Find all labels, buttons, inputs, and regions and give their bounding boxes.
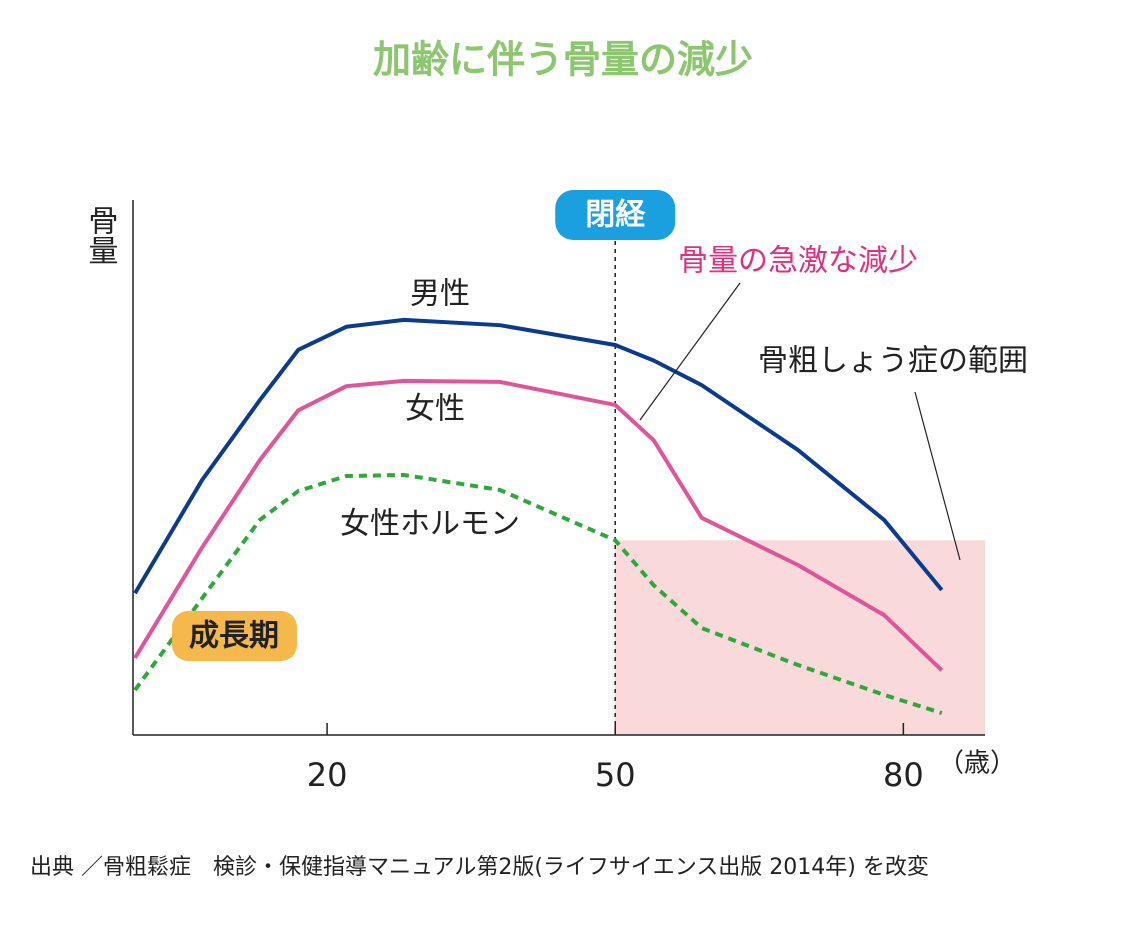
series-label: 女性ホルモン xyxy=(340,507,520,542)
series-line xyxy=(133,472,943,715)
series-line xyxy=(133,317,944,595)
growth-label: 成長期 xyxy=(189,619,279,654)
region-label: 骨粗しょう症の範囲 xyxy=(758,344,1028,379)
menopause-label: 閉経 xyxy=(585,198,646,233)
chart-title: 加齢に伴う骨量の減少 xyxy=(373,38,753,82)
x-tick-label: 50 xyxy=(595,756,636,794)
series-line xyxy=(133,378,944,672)
growth-badge xyxy=(172,611,297,661)
region-leader xyxy=(914,391,961,561)
series-label: 男性 xyxy=(410,277,470,312)
x-tick-label: 20 xyxy=(307,756,348,794)
menopause-badge xyxy=(555,190,676,240)
osteoporosis-region xyxy=(615,540,985,735)
x-axis-label: （歳） xyxy=(938,749,1016,779)
source-note: 出典 ／骨粗鬆症 検診・保健指導マニュアル第2版(ライフサイエンス出版 2014… xyxy=(30,855,929,880)
decline-label: 骨量の急激な減少 xyxy=(678,244,918,279)
decline-leader xyxy=(639,282,741,421)
x-tick-label: 80 xyxy=(883,756,924,794)
series-label: 女性 xyxy=(405,392,465,427)
y-axis-label: 骨量 xyxy=(83,205,118,265)
